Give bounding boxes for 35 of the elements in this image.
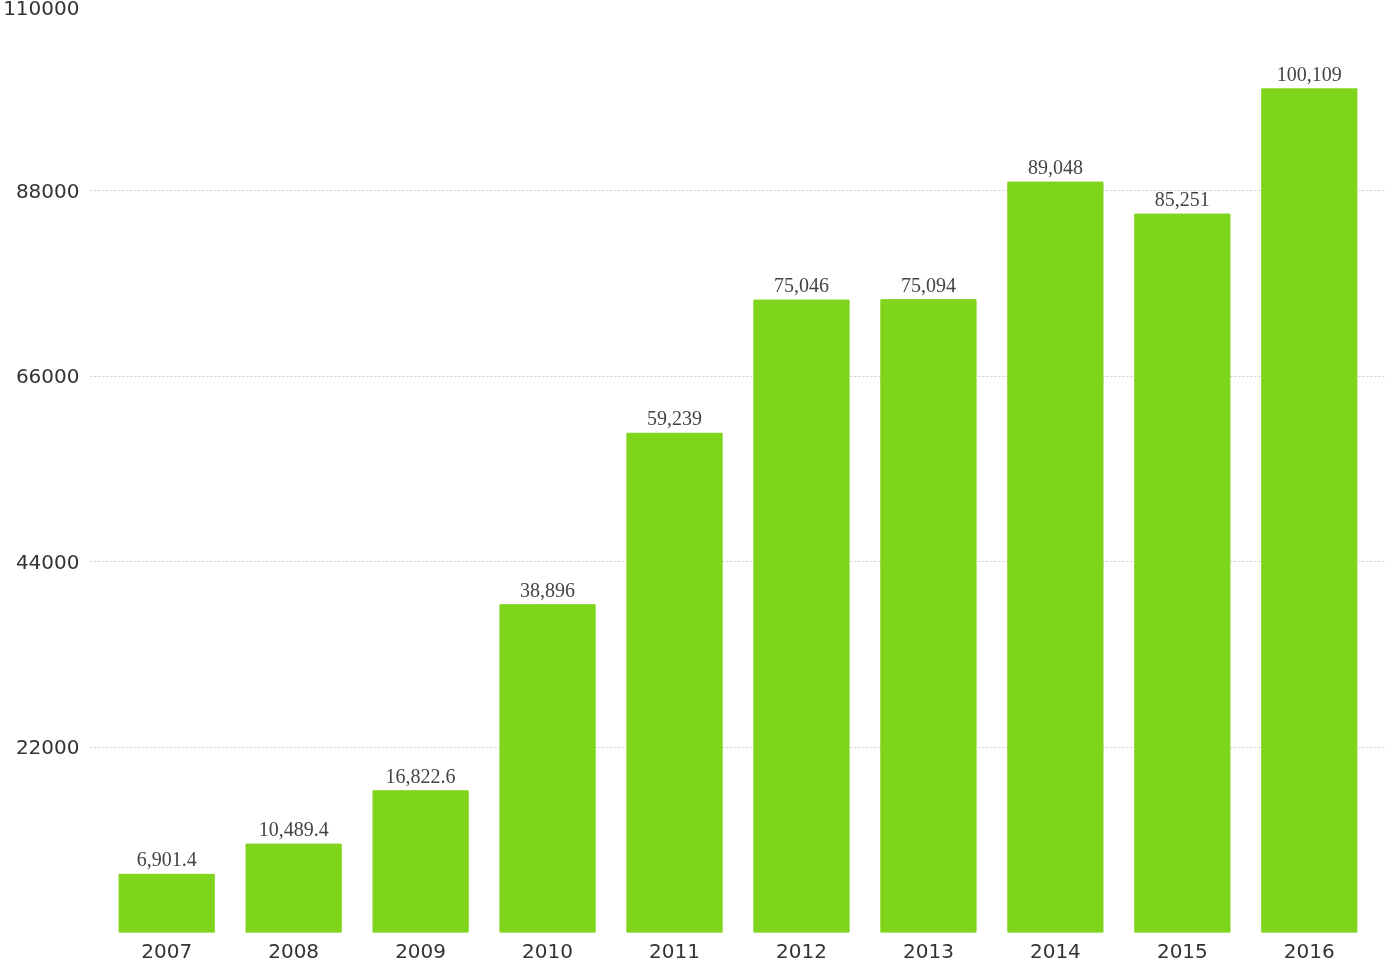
y-tick-label: 66000 (15, 364, 80, 389)
bar (880, 299, 977, 933)
x-tick-label: 2007 (141, 938, 193, 963)
x-tick-label: 2016 (1283, 938, 1335, 963)
bar (1134, 213, 1231, 933)
data-label: 89,048 (1027, 156, 1083, 179)
y-tick-label: 22000 (15, 735, 80, 760)
bar (626, 432, 723, 933)
bar (1007, 181, 1104, 933)
data-label: 59,239 (647, 407, 703, 430)
x-tick-label: 2014 (1029, 938, 1081, 963)
bar (1261, 88, 1358, 933)
y-tick-label: 44000 (15, 549, 80, 574)
data-label: 6,901.4 (136, 848, 197, 871)
x-tick-label: 2012 (776, 938, 827, 963)
x-tick-label: 2013 (902, 938, 954, 963)
x-tick-label: 2010 (522, 938, 574, 963)
bar (753, 299, 850, 933)
bar (499, 604, 596, 933)
x-tick-label: 2015 (1156, 938, 1208, 963)
bar (245, 843, 342, 933)
y-tick-label: 110000 (3, 0, 80, 20)
data-label: 100,109 (1276, 62, 1342, 85)
data-label: 38,896 (520, 578, 576, 601)
x-tick-label: 2009 (395, 938, 447, 963)
data-label: 75,046 (773, 274, 829, 297)
data-label: 85,251 (1154, 188, 1210, 211)
y-tick-label: 88000 (15, 178, 80, 203)
x-tick-label: 2011 (649, 938, 700, 963)
x-tick-label: 2008 (268, 938, 320, 963)
data-label: 10,489.4 (258, 818, 329, 841)
bar (372, 790, 469, 933)
data-label: 75,094 (900, 273, 956, 296)
bar (118, 873, 215, 933)
data-label: 16,822.6 (385, 764, 456, 787)
